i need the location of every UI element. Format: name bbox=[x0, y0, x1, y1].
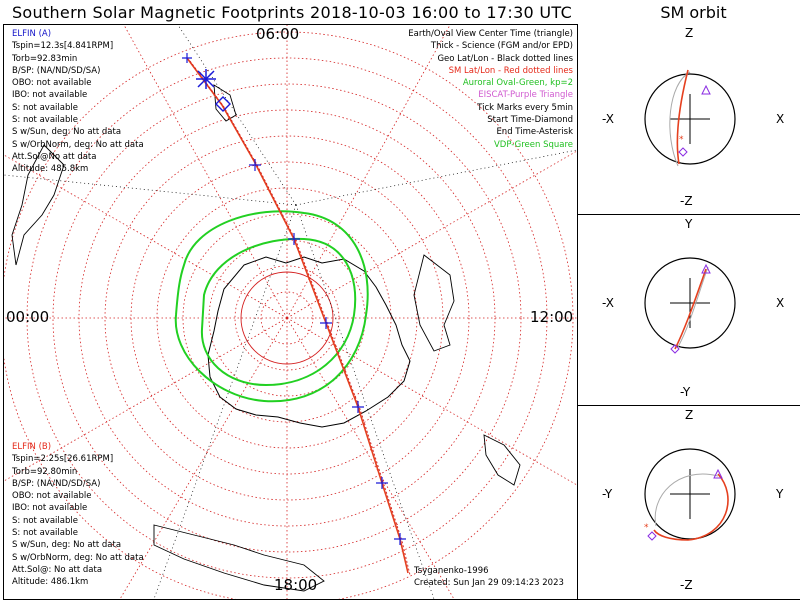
legend-tick-marks: Tick Marks every 5min bbox=[477, 102, 573, 113]
elfin-b-track bbox=[189, 60, 411, 576]
axis-right-label: Y bbox=[776, 487, 784, 501]
auroral-oval-outer bbox=[174, 210, 369, 403]
elfin-b-line: S: not available bbox=[12, 515, 78, 526]
orbit-end-asterisk: * bbox=[644, 523, 649, 533]
orbit-panel-xz: * Z -Z -X X bbox=[577, 24, 800, 215]
elfin-b-line: Altitude: 486.1km bbox=[12, 577, 89, 588]
elfin-b-line: S w/OrbNorm, deg: No att data bbox=[12, 552, 144, 563]
orbit-panel-yz-svg: * bbox=[644, 448, 736, 541]
earth-circle bbox=[644, 257, 736, 349]
orbit-triangle bbox=[701, 84, 711, 95]
orbit-panel-xy: Y -Y -X X bbox=[577, 215, 800, 406]
elfin-b-line: IBO: not available bbox=[12, 503, 88, 514]
elfin-a-info: ELFIN (A) Tspin=12.3s[4.841RPM] Torb=92.… bbox=[12, 28, 144, 176]
elfin-a-name: ELFIN (A) bbox=[12, 29, 52, 39]
legend-sm-grid: SM Lat/Lon - Red dotted lines bbox=[448, 65, 573, 76]
pole-ring bbox=[240, 271, 334, 365]
orbit-start-diamond bbox=[647, 531, 657, 541]
axis-bottom-label: -Y bbox=[680, 385, 691, 399]
legend-end-time: End Time-Asterisk bbox=[496, 127, 573, 138]
track-tick-marks bbox=[182, 53, 406, 545]
elfin-a-line: S: not available bbox=[12, 115, 78, 126]
elfin-a-track bbox=[186, 57, 409, 574]
orbit-b-path bbox=[654, 473, 719, 527]
elfin-a-line: OBO: not available bbox=[12, 78, 92, 89]
legend-geo-grid: Geo Lat/Lon - Black dotted lines bbox=[437, 53, 573, 64]
legend-center-time: Earth/Oval View Center Time (triangle) bbox=[408, 29, 573, 39]
orbit-b-path bbox=[677, 266, 709, 348]
start-diamond-marker bbox=[215, 96, 231, 112]
legend-eiscat: EISCAT-Purple Triangle bbox=[478, 90, 573, 101]
hour-label-bottom: 18:00 bbox=[274, 576, 318, 594]
orbit-triangle bbox=[713, 468, 723, 479]
island-coastline bbox=[413, 254, 455, 352]
end-asterisk-marker bbox=[196, 69, 216, 89]
elfin-b-line: S w/Sun, deg: No att data bbox=[12, 540, 122, 551]
orbit-start-diamond bbox=[670, 344, 680, 354]
auroral-oval-inner bbox=[200, 237, 357, 387]
axis-right-label: X bbox=[776, 112, 785, 126]
legend-start-time: Start Time-Diamond bbox=[487, 115, 573, 126]
polar-footprint-map: 06:00 00:00 12:00 18:00 ELFIN (A) Tspin=… bbox=[3, 24, 578, 600]
elfin-b-name: ELFIN (B) bbox=[12, 442, 52, 452]
elfin-b-line: S: not available bbox=[12, 528, 78, 539]
geo-grid bbox=[4, 25, 577, 599]
new-zealand-coastline bbox=[483, 434, 521, 486]
orbit-triangle bbox=[701, 263, 711, 274]
axis-left-label: -X bbox=[602, 112, 614, 126]
axis-right-label: X bbox=[776, 296, 785, 310]
elfin-a-line: S w/OrbNorm, deg: No att data bbox=[12, 139, 144, 150]
elfin-b-info: ELFIN (B) Tspin=2.25s[26.61RPM] Torb=92.… bbox=[12, 441, 144, 589]
hour-label-right: 12:00 bbox=[530, 308, 574, 326]
axis-bottom-label: -Z bbox=[680, 578, 693, 592]
polar-map-svg bbox=[4, 25, 577, 599]
orbit-b-path bbox=[669, 71, 691, 167]
elfin-b-line: Torb=92.80min bbox=[12, 466, 78, 477]
orbit-a-path bbox=[653, 473, 729, 541]
legend-science: Thick - Science (FGM and/or EPD) bbox=[430, 41, 573, 52]
orbit-end-asterisk: * bbox=[679, 135, 684, 145]
plot-title: Southern Solar Magnetic Footprints 2018-… bbox=[11, 3, 573, 22]
elfin-a-line: Torb=92.83min bbox=[12, 53, 78, 64]
axis-top-label: Z bbox=[685, 408, 694, 422]
footer-info: Tsyganenko-1996 Created: Sun Jan 29 09:1… bbox=[414, 565, 564, 590]
axis-bottom-label: -Z bbox=[680, 194, 693, 208]
elfin-a-line: B/SP: (NA/ND/SD/SA) bbox=[12, 65, 101, 76]
axis-top-label: Z bbox=[685, 26, 694, 40]
map-legend: Earth/Oval View Center Time (triangle) T… bbox=[408, 28, 573, 151]
elfin-b-line: Tspin=2.25s[26.61RPM] bbox=[12, 454, 114, 465]
elfin-a-line: Tspin=12.3s[4.841RPM] bbox=[12, 41, 114, 52]
orbit-a-path bbox=[676, 69, 689, 165]
legend-vdp: VDP-Green Square bbox=[493, 139, 573, 150]
sm-orbit-title: SM orbit bbox=[660, 3, 727, 22]
orbit-panel-xz-svg: * bbox=[644, 69, 736, 167]
earth-circle bbox=[644, 73, 736, 165]
south-america-coastline bbox=[11, 144, 65, 266]
axis-left-label: -X bbox=[602, 296, 614, 310]
antarctica-coastline bbox=[207, 256, 411, 428]
elfin-a-line: Altitude: 485.8km bbox=[12, 164, 89, 175]
elfin-a-line: Att.Sol@No att data bbox=[12, 151, 97, 162]
elfin-a-line: S w/Sun, deg: No att data bbox=[12, 127, 122, 138]
elfin-a-line: IBO: not available bbox=[12, 90, 88, 101]
created-timestamp: Created: Sun Jan 29 09:14:23 2023 bbox=[414, 578, 564, 589]
africa-tip-coastline bbox=[213, 84, 237, 122]
hour-label-top: 06:00 bbox=[256, 25, 300, 43]
elfin-b-line: B/SP: (NA/ND/SD/SA) bbox=[12, 478, 101, 489]
orbit-panel-yz: * Z -Z -Y Y bbox=[577, 406, 800, 600]
australia-coastline bbox=[153, 524, 325, 592]
elfin-b-line: OBO: not available bbox=[12, 491, 92, 502]
orbit-start-diamond bbox=[678, 147, 688, 157]
legend-auroral-oval: Auroral Oval-Green, kp=2 bbox=[462, 78, 573, 89]
orbit-panel-xy-svg bbox=[644, 257, 736, 354]
elfin-b-line: Att.Sol@: No att data bbox=[12, 564, 103, 575]
hour-label-left: 00:00 bbox=[6, 308, 50, 326]
axis-top-label: Y bbox=[685, 217, 693, 231]
orbit-a-path bbox=[674, 268, 707, 350]
sm-longitude-grid bbox=[4, 25, 577, 599]
elfin-a-line: S: not available bbox=[12, 102, 78, 113]
axis-left-label: -Y bbox=[602, 487, 613, 501]
model-name: Tsyganenko-1996 bbox=[414, 566, 489, 576]
